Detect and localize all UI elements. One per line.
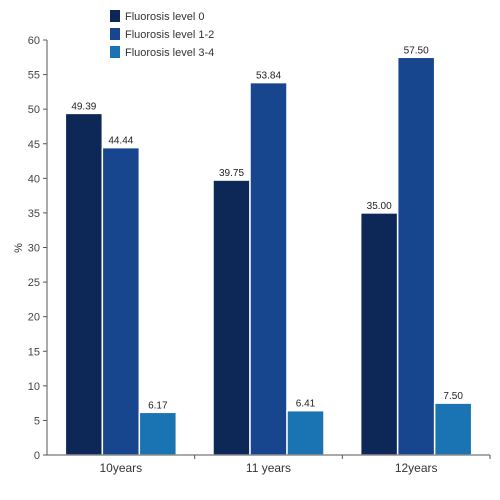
data-labels: 49.39 44.44 6.17 39.75 53.84 6.41 35.00 57.50 7.… (71, 45, 463, 411)
bar (138, 411, 178, 456)
data-label: 6.41 (296, 399, 316, 410)
bar (101, 146, 141, 456)
legend-entry: Fluorosis level 3-4 (125, 47, 214, 59)
y-axis: 0 5 10 15 20 25 30 35 40 45 50 55 60 (28, 35, 48, 462)
bar (396, 56, 436, 456)
y-tick-label: 15 (28, 346, 40, 358)
legend-swatch (110, 28, 120, 40)
bar (286, 409, 325, 456)
bar (359, 212, 399, 456)
bar (212, 179, 251, 456)
y-tick-label: 40 (28, 173, 40, 185)
y-tick-label: 60 (28, 35, 40, 47)
y-tick-label: 0 (34, 450, 40, 462)
bar (249, 81, 288, 456)
x-axis: 10years 11 years 12years (47, 454, 491, 475)
data-label: 49.39 (71, 101, 96, 112)
y-tick-label: 25 (28, 277, 40, 289)
data-label: 6.17 (148, 400, 168, 411)
y-axis-label: % (13, 243, 25, 253)
data-label: 7.50 (443, 391, 463, 402)
legend-entry: Fluorosis level 0 (125, 11, 204, 23)
data-label: 35.00 (367, 201, 392, 212)
x-tick-label: 11 years (246, 461, 291, 475)
data-label: 39.75 (219, 168, 244, 179)
legend-entry: Fluorosis level 1-2 (125, 29, 214, 41)
y-tick-label: 35 (28, 208, 40, 220)
y-tick-label: 50 (28, 104, 40, 116)
y-tick-label: 20 (28, 312, 40, 324)
data-label: 53.84 (256, 71, 281, 82)
y-tick-label: 10 (28, 381, 40, 393)
legend: Fluorosis level 0 Fluorosis level 1-2 Fluo… (110, 10, 214, 59)
legend-swatch (110, 10, 120, 22)
y-tick-label: 45 (28, 139, 40, 151)
bar (64, 112, 104, 456)
x-tick-label: 10years (99, 461, 142, 475)
y-tick-label: 30 (28, 243, 40, 255)
y-tick-label: 5 (34, 415, 40, 427)
data-label: 44.44 (108, 136, 133, 147)
y-tick-label: 55 (28, 70, 40, 82)
bars (64, 56, 473, 456)
data-label: 57.50 (404, 45, 429, 56)
bar (433, 402, 473, 456)
x-tick-label: 12years (395, 461, 438, 475)
legend-swatch (110, 46, 120, 58)
